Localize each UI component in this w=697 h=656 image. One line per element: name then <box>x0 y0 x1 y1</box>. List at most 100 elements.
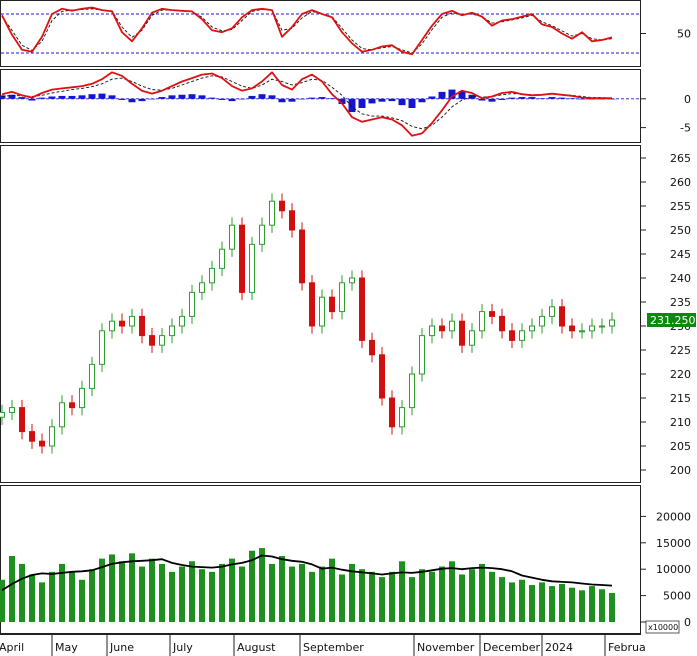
macd-histogram-bar <box>298 98 306 100</box>
price-tick-label: 220 <box>670 368 691 381</box>
volume-bar <box>439 566 445 622</box>
price-candle <box>279 200 285 212</box>
macd-histogram-bar <box>358 98 366 109</box>
macd-histogram-bar <box>168 95 176 99</box>
volume-bar <box>389 571 395 622</box>
price-candle <box>109 320 115 332</box>
volume-panel-frame <box>0 485 641 634</box>
price-candle <box>339 282 345 313</box>
volume-bar <box>289 566 295 622</box>
volume-tick-label: 15000 <box>656 537 691 550</box>
price-candle <box>239 224 245 293</box>
macd-histogram-bar <box>438 91 446 99</box>
volume-bar <box>579 590 585 622</box>
macd-histogram-bar <box>388 98 396 102</box>
macd-histogram-bar <box>368 98 376 104</box>
price-candle <box>169 325 175 337</box>
volume-bar <box>249 550 255 622</box>
macd-histogram-bar <box>538 98 546 99</box>
price-candle <box>589 325 595 332</box>
last-price-tag-background <box>647 313 696 327</box>
price-candle <box>519 330 525 341</box>
volume-bar <box>149 558 155 622</box>
volume-bar <box>449 561 455 622</box>
volume-tick-label: 20000 <box>656 510 691 523</box>
macd-histogram-bar <box>608 98 616 100</box>
price-candle <box>59 402 65 428</box>
macd-histogram-bar <box>548 97 556 99</box>
volume-bar <box>609 592 615 622</box>
date-label: 2024 <box>545 641 573 654</box>
volume-bar <box>319 566 325 622</box>
volume-bar <box>9 556 15 622</box>
volume-bar <box>499 577 505 622</box>
volume-bar <box>49 571 55 622</box>
macd-signal-line <box>1 75 613 130</box>
price-tick-label: 260 <box>670 176 691 189</box>
price-candle <box>599 325 605 328</box>
macd-histogram-bar <box>268 95 276 99</box>
price-candle <box>439 325 445 332</box>
price-candle <box>609 319 615 327</box>
price-candle <box>379 354 385 399</box>
volume-bar <box>459 574 465 622</box>
price-candle <box>0 411 5 418</box>
volume-bar <box>109 554 115 622</box>
price-candle <box>149 335 155 346</box>
price-candle <box>289 210 295 231</box>
macd-histogram-bar <box>568 98 576 99</box>
macd-histogram-bar <box>278 98 286 103</box>
volume-bar <box>509 582 515 622</box>
price-candle <box>419 335 425 375</box>
volume-bar <box>339 574 345 622</box>
price-candle <box>319 296 325 327</box>
macd-histogram-bar <box>68 95 76 99</box>
date-label: April <box>0 641 24 654</box>
price-candle <box>459 320 465 346</box>
price-candle <box>179 315 185 327</box>
price-candle <box>139 315 145 337</box>
macd-histogram-bar <box>518 97 526 99</box>
volume-bar <box>189 561 195 622</box>
price-candle <box>19 407 25 433</box>
price-candle <box>229 224 235 250</box>
price-tick-label: 240 <box>670 272 691 285</box>
macd-histogram-bar <box>588 98 596 100</box>
macd-histogram-bar <box>28 98 36 101</box>
price-candle <box>499 315 505 332</box>
price-tick-label: 225 <box>670 344 691 357</box>
oscillator-main-line <box>1 6 613 56</box>
price-candle <box>569 325 575 332</box>
volume-bar <box>589 586 595 622</box>
volume-bar <box>169 571 175 622</box>
oscillator-signal-line <box>1 8 613 54</box>
volume-bar <box>309 571 315 622</box>
volume-bar <box>229 558 235 622</box>
volume-bar <box>549 586 555 622</box>
price-candle <box>359 277 365 341</box>
macd-histogram-bar <box>578 98 586 100</box>
macd-histogram-bar <box>498 98 506 100</box>
date-label: September <box>303 641 364 654</box>
volume-multiplier-box: x10000 <box>645 620 680 634</box>
macd-histogram-bar <box>288 98 296 102</box>
macd-histogram-bar <box>508 97 516 99</box>
price-candle <box>9 407 15 413</box>
volume-bar <box>79 579 85 622</box>
price-candle <box>49 426 55 447</box>
volume-bar <box>129 553 135 622</box>
price-candle <box>219 248 225 269</box>
volume-bar <box>259 548 265 622</box>
macd-histogram-bar <box>258 94 266 99</box>
macd-histogram-bar <box>598 98 606 100</box>
volume-moving-average-line <box>1 554 613 592</box>
macd-histogram-bar <box>148 98 156 100</box>
volume-tick-label: 10000 <box>656 563 691 576</box>
volume-bar <box>479 563 485 622</box>
oscillator-panel <box>1 6 640 56</box>
price-candle <box>299 229 305 284</box>
volume-bar <box>219 563 225 622</box>
volume-bar <box>199 569 205 622</box>
volume-bar <box>539 582 545 622</box>
macd-histogram-bar <box>348 98 356 113</box>
